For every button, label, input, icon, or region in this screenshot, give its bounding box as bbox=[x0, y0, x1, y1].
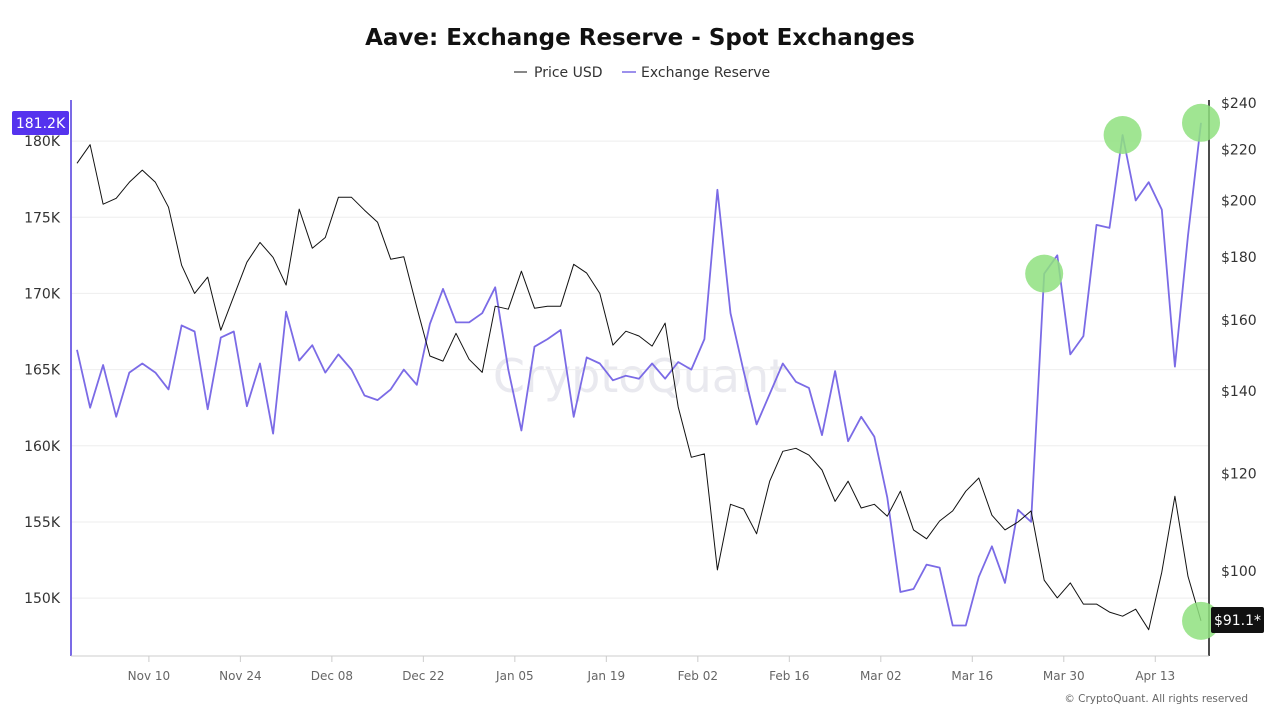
chart-title: Aave: Exchange Reserve - Spot Exchanges bbox=[365, 25, 915, 51]
price-usd-line bbox=[76, 144, 1202, 631]
x-tick-label: Mar 30 bbox=[1043, 669, 1085, 683]
x-tick-label: Jan 19 bbox=[587, 669, 626, 683]
right-tick-label: $240 bbox=[1221, 96, 1257, 112]
x-axis: Nov 10 Nov 24 Dec 08 Dec 22 Jan 05 Jan 19 Feb … bbox=[128, 656, 1175, 683]
x-tick-label: Mar 16 bbox=[951, 669, 993, 683]
gridlines bbox=[72, 140, 1208, 599]
right-tick-label: $220 bbox=[1221, 143, 1257, 159]
right-badge-bg bbox=[1211, 607, 1264, 633]
right-tick-label: $140 bbox=[1221, 384, 1257, 400]
left-tick-label: 160K bbox=[24, 439, 61, 455]
series-layer bbox=[76, 122, 1202, 631]
highlight-layer bbox=[1025, 103, 1221, 640]
legend[interactable]: Price USD Exchange Reserve bbox=[514, 65, 770, 81]
left-tick-label: 165K bbox=[24, 363, 61, 379]
x-tick-label: Feb 02 bbox=[678, 669, 718, 683]
right-last-value-badge: $91.1* bbox=[1211, 607, 1264, 633]
left-last-value-badge: 181.2K bbox=[12, 111, 69, 135]
x-tick-label: Mar 02 bbox=[860, 669, 902, 683]
x-tick-label: Dec 08 bbox=[311, 669, 353, 683]
x-tick-label: Jan 05 bbox=[495, 669, 534, 683]
x-tick-label: Nov 10 bbox=[128, 669, 171, 683]
x-tick-label: Apr 13 bbox=[1135, 669, 1175, 683]
x-tick-label: Feb 16 bbox=[769, 669, 809, 683]
left-tick-label: 180K bbox=[24, 134, 61, 150]
left-badge-bg bbox=[12, 111, 69, 135]
right-axis: $100 $120 $140 $160 $180 $200 $220 $240 bbox=[1221, 96, 1257, 580]
left-tick-label: 150K bbox=[24, 591, 61, 607]
watermark: CryptoQuant bbox=[493, 349, 787, 403]
right-tick-label: $180 bbox=[1221, 250, 1257, 266]
right-tick-label: $160 bbox=[1221, 313, 1257, 329]
exchange-reserve-series bbox=[76, 122, 1202, 627]
legend-reserve-label[interactable]: Exchange Reserve bbox=[641, 65, 770, 81]
price-usd-series bbox=[76, 144, 1202, 631]
highlight-circle bbox=[1103, 115, 1142, 154]
left-tick-label: 170K bbox=[24, 286, 61, 302]
right-tick-label: $120 bbox=[1221, 467, 1257, 483]
right-badge-value: $91.1* bbox=[1214, 613, 1261, 629]
copyright: © CryptoQuant. All rights reserved bbox=[1064, 693, 1248, 705]
highlight-circle bbox=[1025, 254, 1064, 293]
left-axis: 150K 155K 160K 165K 170K 175K 180K bbox=[24, 134, 61, 607]
right-tick-label: $100 bbox=[1221, 564, 1257, 580]
left-badge-value: 181.2K bbox=[16, 116, 66, 132]
right-tick-label: $200 bbox=[1221, 193, 1257, 209]
exchange-reserve-line bbox=[76, 122, 1202, 627]
highlight-circle bbox=[1182, 601, 1221, 640]
legend-price-label[interactable]: Price USD bbox=[534, 65, 603, 81]
x-tick-label: Nov 24 bbox=[219, 669, 262, 683]
x-tick-label: Dec 22 bbox=[402, 669, 444, 683]
left-tick-label: 175K bbox=[24, 210, 61, 226]
left-tick-label: 155K bbox=[24, 515, 61, 531]
highlight-circle bbox=[1182, 103, 1221, 142]
